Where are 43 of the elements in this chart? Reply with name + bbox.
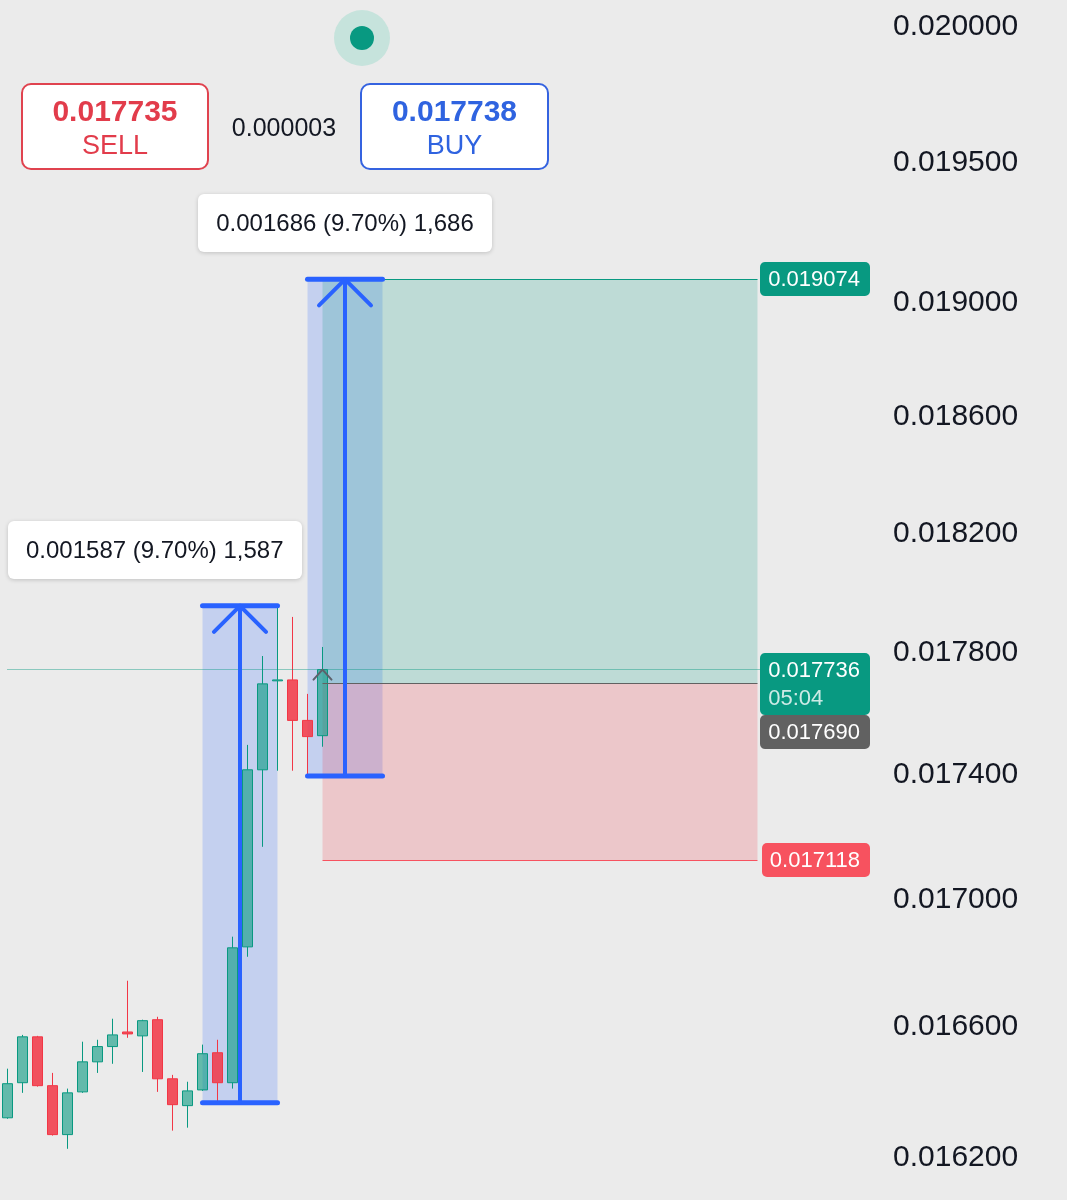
candlestick [77,1041,88,1094]
candlestick [137,1019,148,1073]
candlestick [152,1016,163,1093]
candlestick [92,1039,103,1074]
y-tick-label: 0.019000 [893,283,1019,317]
candlestick [287,616,298,772]
annotation: SELL [81,128,149,161]
y-tick-label: 0.017400 [893,755,1019,789]
candlestick [122,980,133,1039]
candlestick [47,1072,58,1137]
candlestick [62,1088,73,1150]
ref-line-label: 0.017736 05:04 [768,655,860,712]
y-tick-label: 0.019500 [893,144,1019,178]
y-tick-label: 0.017800 [893,633,1019,667]
candlestick [257,655,268,848]
band-label: 0.001587 (9.70%) 1,587 [7,520,302,579]
candlestick [242,744,253,958]
candlestick [2,1068,13,1120]
band-label: 0.001686 (9.70%) 1,686 [198,194,492,253]
y-tick-label: 0.016600 [893,1008,1019,1042]
ref-line-label: 0.019074 [768,265,860,294]
ref-line-label: 0.017690 [768,717,860,746]
y-tick-label: 0.020000 [893,8,1019,42]
candlestick [272,605,283,772]
ref-line-label: 0.017118 [769,845,860,874]
candlestick [167,1074,178,1132]
annotation: 0.017738 [391,92,518,129]
candlestick [17,1034,28,1094]
buy-button: 0.017738 BUY [360,83,549,170]
candlestick [227,936,238,1090]
annotation: BUY [426,128,483,161]
sell-button: 0.017735 SELL [21,83,209,170]
y-tick-label: 0.017000 [893,880,1019,914]
y-tick-label: 0.016200 [893,1139,1019,1173]
candlestick [32,1035,43,1088]
y-tick-label: 0.018200 [893,514,1019,548]
candlestick [107,1018,118,1065]
candlestick [197,1044,208,1092]
annotation: 0.000003 [231,111,337,142]
candlestick [317,646,328,748]
annotation: 0.017735 [52,92,178,129]
y-tick-label: 0.018600 [893,397,1019,431]
candlestick [182,1081,193,1129]
